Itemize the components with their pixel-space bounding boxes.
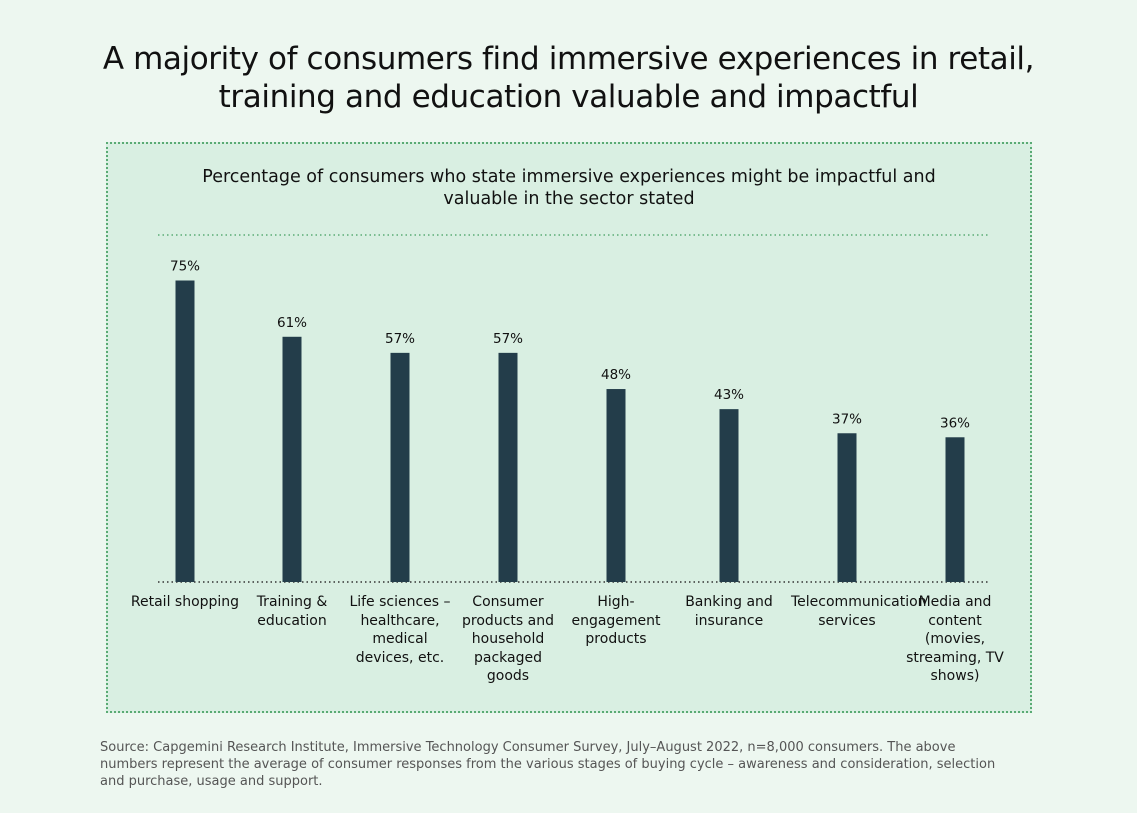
data-label: 36% (940, 415, 970, 431)
bar (282, 336, 302, 582)
bar (606, 389, 626, 582)
category-label: Training & education (256, 594, 328, 629)
category-label: Retail shopping (130, 594, 240, 610)
category-label: Banking and insurance (685, 594, 773, 629)
data-label: 43% (714, 387, 744, 403)
data-label: 37% (832, 411, 862, 427)
data-label: 48% (601, 367, 631, 383)
data-label: 57% (385, 331, 415, 347)
data-label: 75% (170, 259, 200, 275)
category-label: Telecommunication services (791, 594, 927, 629)
category-label: High-engagement products (571, 594, 661, 647)
bar (945, 437, 965, 582)
bar (719, 409, 739, 582)
bar (175, 280, 195, 582)
source-note: Source: Capgemini Research Institute, Im… (100, 740, 996, 789)
category-label: Consumer products and household packaged… (462, 594, 554, 684)
category-label: Media and content (movies, streaming, TV… (906, 594, 1004, 684)
chart-panel (106, 142, 1032, 713)
data-label: 61% (277, 315, 307, 331)
bar (390, 352, 410, 582)
headline: A majority of consumers find immersive e… (102, 41, 1035, 115)
data-label: 57% (493, 331, 523, 347)
bar (837, 433, 857, 582)
category-label: Life sciences – healthcare, medical devi… (349, 594, 451, 666)
chart-title: Percentage of consumers who state immers… (202, 167, 936, 209)
bar (498, 352, 518, 582)
